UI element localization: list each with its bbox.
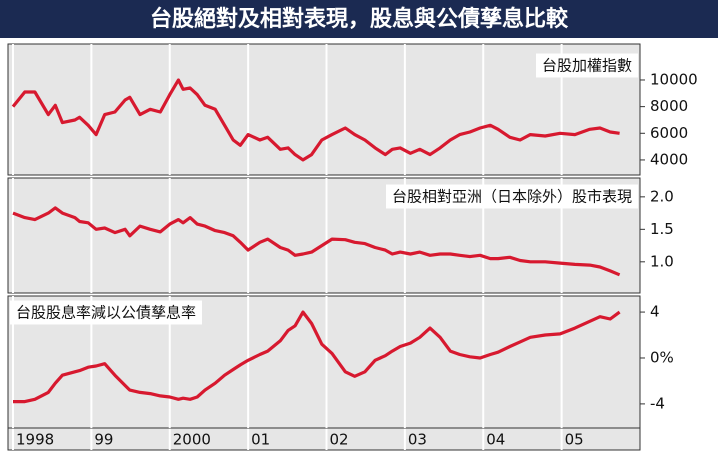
y-tick-label: 1.0 — [650, 252, 674, 270]
panel — [7, 43, 641, 176]
x-tick-label: 04 — [486, 431, 505, 449]
y-tick-label: 8000 — [650, 97, 688, 115]
series-line — [13, 310, 621, 404]
panel-title-bg — [535, 53, 638, 78]
y-tick-label: 2.0 — [650, 187, 674, 205]
y-tick-label: 1.5 — [650, 220, 674, 238]
panel-title: 台股相對亞洲（日本除外）股市表現 — [392, 188, 632, 206]
title-bar — [0, 0, 718, 38]
x-tick-label: 01 — [251, 431, 270, 449]
panel-title: 台股股息率減以公債孳息率 — [16, 304, 196, 322]
panel-title-group: 台股股息率減以公債孳息率 — [10, 300, 203, 325]
y-tick-label: 4000 — [650, 150, 688, 168]
x-tick-label: 03 — [408, 431, 427, 449]
series-line — [11, 78, 620, 162]
y-tick-label: 4 — [650, 303, 660, 321]
x-tick-label: 2000 — [173, 431, 211, 449]
y-tick-label: 0% — [650, 348, 674, 366]
panel-title-bg — [385, 184, 638, 209]
panel-title-bg — [10, 300, 203, 325]
y-tick-label: 6000 — [650, 124, 688, 142]
x-tick-label: 05 — [565, 431, 584, 449]
chart-title: 台股絕對及相對表現，股息與公債孳息比較 — [150, 6, 569, 32]
x-tick-label: 02 — [330, 431, 349, 449]
y-tick-label: -4 — [650, 394, 665, 412]
panel-title-group: 台股相對亞洲（日本除外）股市表現 — [385, 184, 638, 209]
panel-title-group: 台股加權指數 — [535, 53, 638, 78]
series-line — [12, 206, 621, 277]
y-tick-label: 10000 — [650, 70, 698, 88]
x-tick-label: 99 — [94, 431, 113, 449]
panel-title: 台股加權指數 — [542, 57, 632, 75]
x-tick-label: 1998 — [16, 431, 54, 449]
